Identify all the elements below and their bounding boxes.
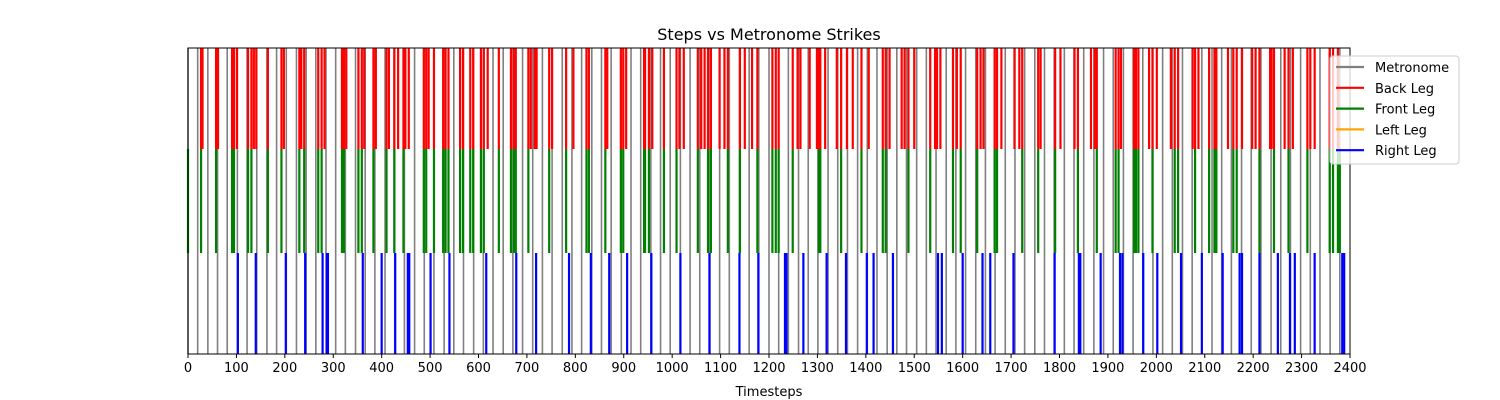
x-axis-label: Timesteps [735, 385, 803, 400]
x-tick-label: 1200 [752, 361, 785, 376]
x-tick-label: 1900 [1091, 361, 1124, 376]
series-back-leg [199, 48, 1339, 149]
x-tick-label: 1500 [898, 361, 931, 376]
x-tick-label: 1600 [946, 361, 979, 376]
x-tick-label: 2400 [1333, 361, 1366, 376]
series-right-leg [236, 253, 1346, 354]
legend-label-metronome: Metronome [1375, 61, 1449, 76]
x-tick-label: 1000 [656, 361, 689, 376]
x-tick-label: 2100 [1188, 361, 1221, 376]
x-tick-label: 900 [611, 361, 636, 376]
x-tick-label: 1400 [849, 361, 882, 376]
x-tick-label: 800 [563, 361, 588, 376]
legend: Metronome Back Leg Front Leg Left Leg Right … [1329, 55, 1460, 165]
x-tick-label: 200 [272, 361, 297, 376]
x-tick-label: 1100 [704, 361, 737, 376]
x-tick-label: 100 [224, 361, 249, 376]
chart-title: Steps vs Metronome Strikes [657, 25, 880, 44]
series-front-leg [186, 148, 1341, 254]
x-tick-label: 300 [321, 361, 346, 376]
legend-items: Metronome Back Leg Front Leg Left Leg Right … [1336, 61, 1449, 159]
x-tick-label: 1700 [995, 361, 1028, 376]
x-tick-label: 2200 [1237, 361, 1270, 376]
x-tick-label: 1300 [801, 361, 834, 376]
legend-label-right-leg: Right Leg [1375, 144, 1437, 159]
x-tick-label: 600 [466, 361, 491, 376]
x-tick-label: 2300 [1285, 361, 1318, 376]
x-tick-label: 500 [418, 361, 443, 376]
x-tick-label: 0 [184, 361, 192, 376]
x-tick-label: 700 [515, 361, 540, 376]
x-tick-label: 2000 [1140, 361, 1173, 376]
x-tick-label: 1800 [1043, 361, 1076, 376]
x-tick-label: 400 [369, 361, 394, 376]
legend-frame [1329, 55, 1460, 165]
legend-label-back-leg: Back Leg [1375, 82, 1434, 97]
x-axis: 0 100 200 300 400 500 600 700 800 900 1000 1100 1200… [184, 354, 1367, 376]
legend-label-front-leg: Front Leg [1375, 103, 1435, 118]
series-layer [186, 48, 1346, 354]
legend-label-left-leg: Left Leg [1375, 123, 1427, 138]
